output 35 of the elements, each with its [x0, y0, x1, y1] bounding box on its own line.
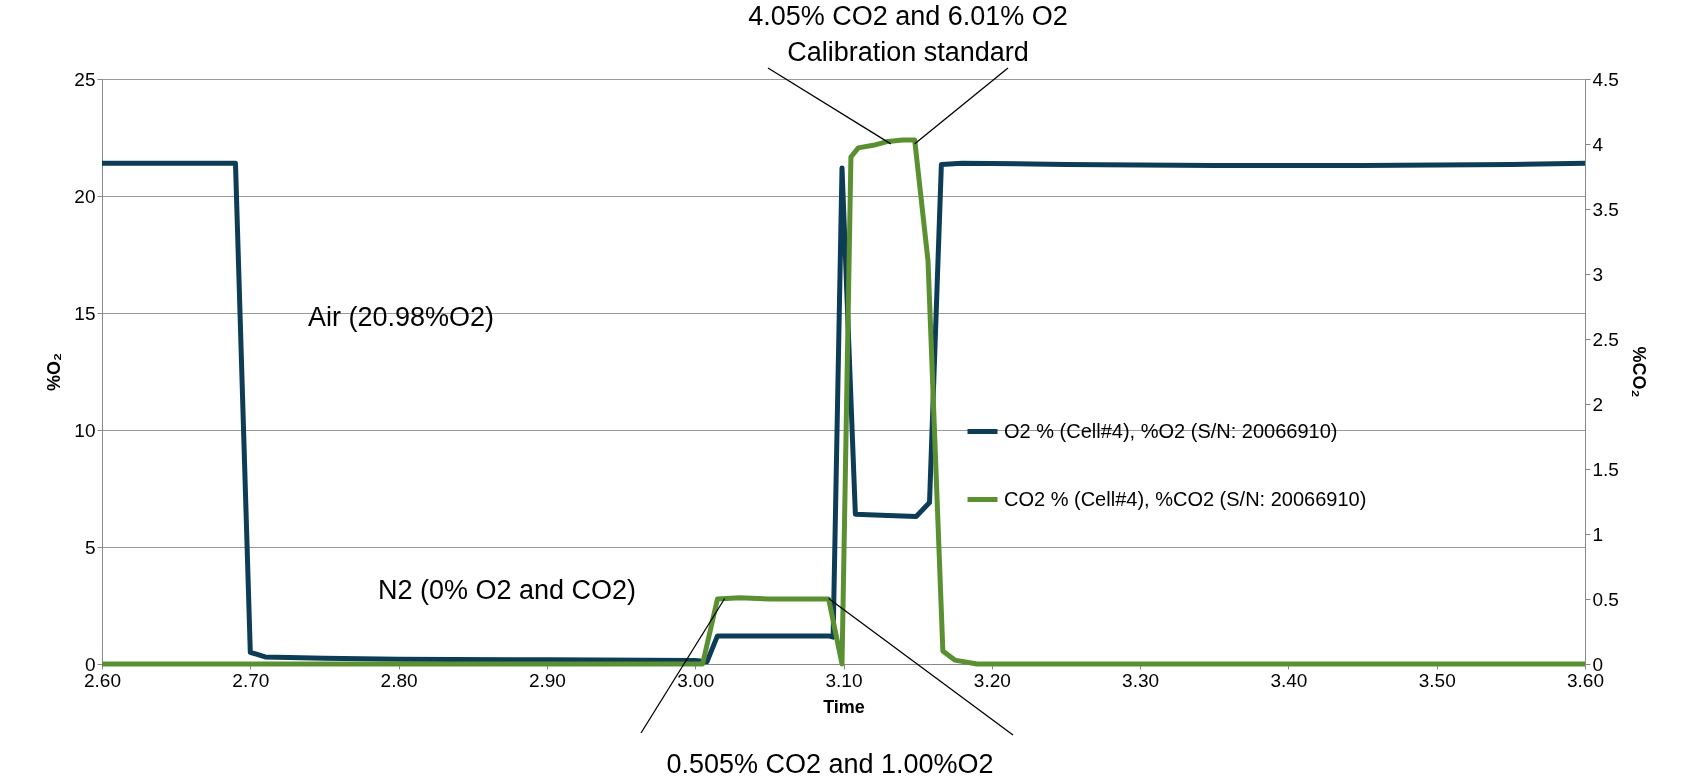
- annotation: N2 (0% O2 and CO2): [377, 575, 637, 605]
- annotation: Air (20.98%O2): [307, 302, 495, 332]
- y2-tick-label: 2: [1592, 393, 1604, 415]
- y-tick-label: 5: [84, 536, 96, 558]
- legend-label: CO2 % (Cell#4), %CO2 (S/N: 20066910): [1004, 487, 1367, 510]
- x-tick-label: 3.40: [1270, 669, 1308, 691]
- y2-tick-label: 0: [1592, 653, 1604, 675]
- y-tick-label: 10: [74, 419, 96, 441]
- y2-axis-title: %CO₂: [1628, 346, 1649, 398]
- y2-tick-label: 1: [1592, 523, 1604, 545]
- y-tick-label: 15: [74, 302, 96, 324]
- y2-tick-label: 4: [1592, 133, 1604, 155]
- y2-tick-label: 0.5: [1592, 588, 1619, 610]
- y-axis-title: %O₂: [44, 352, 65, 392]
- y-tick-label: 25: [74, 68, 96, 90]
- x-tick-label: 2.90: [528, 669, 566, 691]
- legend-label: O2 % (Cell#4), %O2 (S/N: 20066910): [1004, 419, 1338, 442]
- annotation: Calibration standard: [787, 37, 1029, 67]
- x-tick-label: 3.10: [825, 669, 863, 691]
- x-tick-label: 3.30: [1122, 669, 1160, 691]
- y2-tick-label: 1.5: [1592, 458, 1619, 480]
- text: 4.05% CO2 and 6.01% O2: [748, 1, 1068, 31]
- x-tick-label: 3.20: [973, 669, 1011, 691]
- x-tick-label: 3.00: [677, 669, 715, 691]
- y2-tick-label: 4.5: [1592, 68, 1619, 90]
- y-tick-label: 20: [74, 185, 96, 207]
- y2-tick-label: 3.5: [1592, 198, 1619, 220]
- x-tick-label: 2.70: [232, 669, 270, 691]
- x-tick-label: 2.80: [380, 669, 418, 691]
- y2-tick-label: 3: [1592, 263, 1604, 285]
- y2-tick-label: 2.5: [1592, 328, 1619, 350]
- y-tick-label: 0: [84, 653, 96, 675]
- x-axis-title: Time: [823, 696, 865, 717]
- annotation: 0.505% CO2 and 1.00%O2: [666, 749, 994, 779]
- x-tick-label: 3.50: [1418, 669, 1456, 691]
